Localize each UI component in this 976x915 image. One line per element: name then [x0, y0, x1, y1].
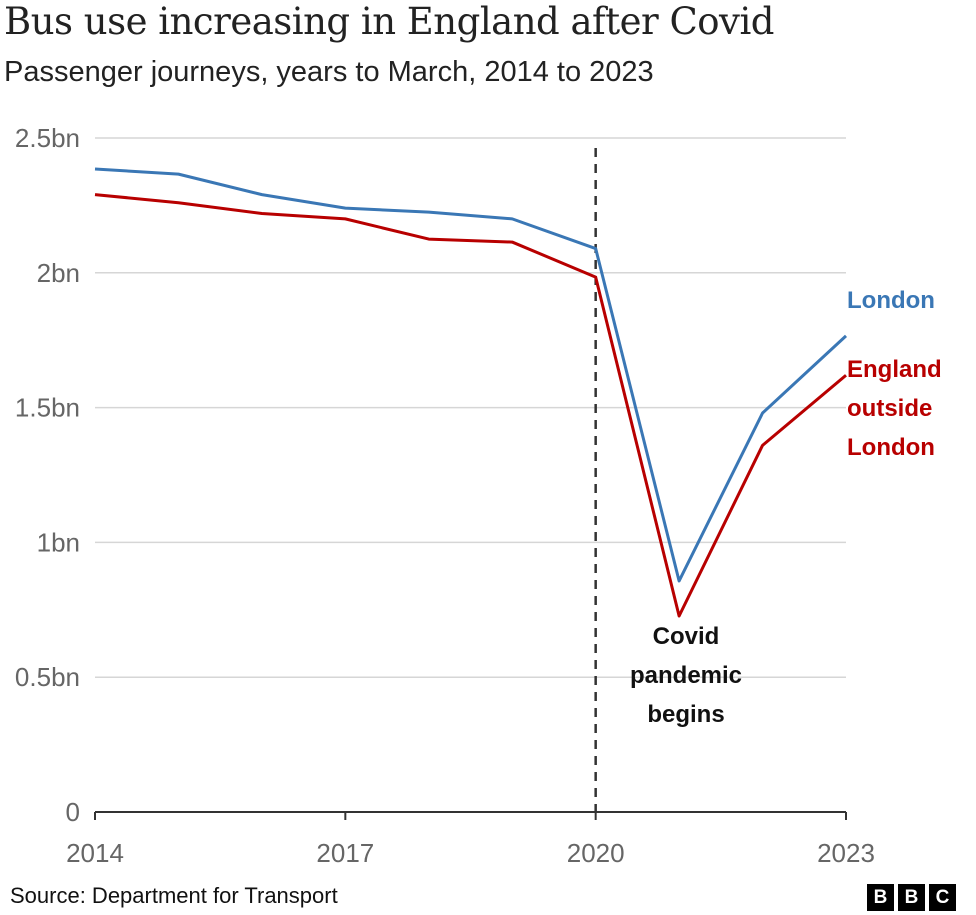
- y-tick-label: 1.5bn: [15, 393, 80, 423]
- series-line-england-outside-london: [94, 193, 847, 618]
- line-chart: 0 0.5bn 1bn 1.5bn 2bn 2.5bn 2014 2017 2020 2023 Co…: [15, 123, 942, 868]
- annotation-label: Covid: [653, 623, 720, 650]
- series-label-london: London: [847, 287, 935, 314]
- series-label-england-outside-london: London: [847, 434, 935, 461]
- x-tick-label: 2020: [567, 838, 625, 868]
- x-tick-label: 2023: [817, 838, 875, 868]
- logo-letter: B: [898, 884, 925, 911]
- x-tick-label: 2014: [66, 838, 124, 868]
- logo-letter: B: [867, 884, 894, 911]
- series-label-england-outside-london: outside: [847, 395, 932, 422]
- series-line-london: [94, 167, 848, 583]
- y-tick-label: 1bn: [37, 527, 80, 557]
- annotation-label: pandemic: [630, 662, 742, 689]
- annotation-label: begins: [647, 701, 724, 728]
- series-label-england-outside-london: England: [847, 356, 942, 383]
- y-tick-label: 0.5bn: [15, 662, 80, 692]
- y-tick-label: 2.5bn: [15, 123, 80, 153]
- source-note: Source: Department for Transport: [10, 883, 338, 908]
- y-tick-label: 0: [66, 797, 80, 827]
- chart-title: Bus use increasing in England after Covi…: [4, 0, 774, 43]
- bbc-logo: B B C: [867, 884, 956, 911]
- y-tick-label: 2bn: [37, 258, 80, 288]
- x-tick-label: 2017: [316, 838, 374, 868]
- logo-letter: C: [929, 884, 956, 911]
- chart-subtitle: Passenger journeys, years to March, 2014…: [4, 56, 654, 88]
